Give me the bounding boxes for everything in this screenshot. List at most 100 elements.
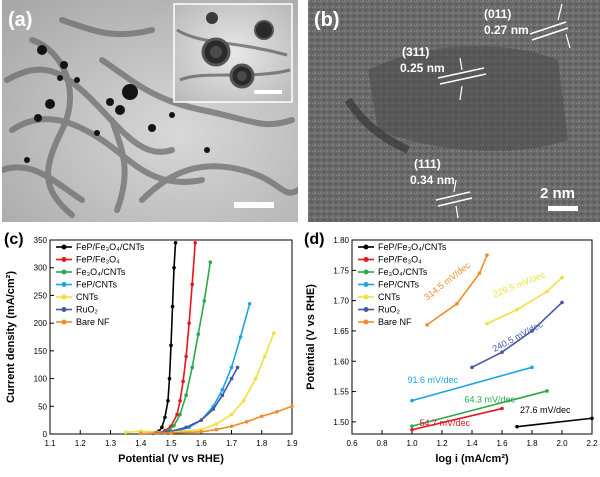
legend-label: RuO₂ xyxy=(378,305,401,315)
data-point xyxy=(477,271,482,276)
spacing-011-label: 0.27 nm xyxy=(484,23,529,37)
data-point xyxy=(560,275,564,280)
data-point xyxy=(181,379,185,384)
series-line xyxy=(426,254,488,326)
legend-label: CNTs xyxy=(76,292,98,302)
data-point xyxy=(485,253,489,257)
plane-311-label: (311) xyxy=(402,45,429,59)
nanoparticles xyxy=(24,45,210,163)
data-point xyxy=(199,429,204,434)
panel-d: (d) 0.6 0.8 1.0 1.2 1.4 1.6 1.8 2.0 2.2 1.50 1.55 1.… xyxy=(300,226,600,477)
data-point xyxy=(184,354,188,359)
data-point xyxy=(530,365,534,370)
panel-label-b: (b) xyxy=(314,9,340,31)
series-line xyxy=(158,242,196,434)
legend-label: Fe₃O₄/CNTs xyxy=(76,267,126,277)
plane-111-label: (111) xyxy=(414,157,441,171)
y-tick-label: 100 xyxy=(34,375,48,384)
inset-a xyxy=(173,3,293,103)
y-tick-label: 50 xyxy=(38,402,47,411)
data-point xyxy=(166,398,170,403)
tafel-chart: (d) 0.6 0.8 1.0 1.2 1.4 1.6 1.8 2.0 2.2 1.50 1.55 1.… xyxy=(304,231,598,465)
legend-label: Fe₃O₄/CNTs xyxy=(378,267,428,277)
panel-a: (a) xyxy=(2,0,298,222)
panel-label-a: (a) xyxy=(8,9,32,31)
data-point xyxy=(515,307,519,312)
x-tick-label: 1.3 xyxy=(105,439,117,448)
y-tick-label: 300 xyxy=(34,264,48,273)
series-line xyxy=(411,366,533,402)
legend-marker xyxy=(363,319,369,325)
data-point xyxy=(262,354,267,359)
legend-marker xyxy=(61,244,67,250)
legend-marker xyxy=(61,294,67,300)
x-tick-label: 0.8 xyxy=(376,439,388,448)
y-tick-label: 0 xyxy=(43,430,48,439)
data-point xyxy=(175,412,179,417)
data-point xyxy=(167,376,172,381)
data-point xyxy=(184,393,188,397)
data-point xyxy=(169,431,173,435)
data-point xyxy=(220,387,225,392)
series-line xyxy=(486,277,563,325)
x-tick-label: 1.2 xyxy=(75,439,87,448)
series-line xyxy=(411,407,503,431)
data-point xyxy=(235,365,240,370)
x-tick-label: 1.0 xyxy=(406,439,418,448)
y-tick-label: 150 xyxy=(34,347,48,356)
data-point xyxy=(138,431,143,436)
legend-label: Bare NF xyxy=(378,317,412,327)
legend-marker xyxy=(61,282,67,287)
data-point xyxy=(196,332,201,337)
legend-label: FeP/CNTs xyxy=(378,280,420,290)
y-axis-label: Current density (mA/cm²) xyxy=(5,271,17,403)
data-point xyxy=(229,424,234,429)
legend-marker xyxy=(363,269,369,275)
data-point xyxy=(170,304,175,309)
y-tick-label: 1.70 xyxy=(333,297,349,306)
lattice-annotation-311: (311) 0.25 nm xyxy=(400,45,487,101)
data-point xyxy=(247,301,252,306)
data-point xyxy=(545,389,549,393)
lattice-annotation-011: (011) 0.27 nm xyxy=(484,3,571,49)
legend-marker xyxy=(363,257,369,262)
plane-011-label: (011) xyxy=(484,7,511,21)
data-point xyxy=(229,412,234,417)
series-line xyxy=(152,242,177,434)
data-point xyxy=(259,414,264,419)
tafel-slope-label: 314.5 mV/dec xyxy=(422,260,472,302)
x-tick-label: 2.2 xyxy=(586,439,598,448)
data-point xyxy=(178,398,182,403)
legend-label: FeP/Fe₃O₄/CNTs xyxy=(76,242,145,252)
data-point xyxy=(425,323,429,327)
y-tick-label: 250 xyxy=(34,291,48,300)
crystal-region xyxy=(368,46,568,151)
scale-bar-a xyxy=(234,202,274,208)
series-line xyxy=(471,301,563,369)
tafel-slope-label: 229.5 mV/dec xyxy=(492,269,548,299)
x-tick-label: 1.4 xyxy=(135,439,147,448)
legend-label: FeP/Fe₃O₄ xyxy=(378,255,422,265)
legend-label: FeP/CNTs xyxy=(76,280,118,290)
legend-label: FeP/Fe₃O₄ xyxy=(76,255,120,265)
data-point xyxy=(238,335,243,339)
x-tick-label: 0.6 xyxy=(346,439,358,448)
inset-scale-bar xyxy=(254,90,282,94)
legend-label: FeP/Fe₃O₄/CNTs xyxy=(378,242,447,252)
legend-marker xyxy=(61,257,67,262)
scale-bar-b-label: 2 nm xyxy=(540,185,575,202)
data-point xyxy=(173,240,178,245)
data-point xyxy=(485,321,489,326)
data-point xyxy=(500,350,504,354)
data-point xyxy=(169,343,173,348)
tafel-slope-label: 91.6 mV/dec xyxy=(408,375,459,385)
data-point xyxy=(208,260,213,264)
data-point xyxy=(220,393,225,397)
x-tick-label: 1.6 xyxy=(196,439,208,448)
tem-image-a: (a) xyxy=(2,0,298,222)
legend-label: Bare NF xyxy=(76,317,110,327)
data-point xyxy=(241,398,246,403)
data-point xyxy=(184,425,188,430)
legend-marker xyxy=(363,282,369,287)
hrtem-image-b: (b) (011) 0.27 nm (311) 0.25 nm (111) 0. xyxy=(308,0,600,222)
